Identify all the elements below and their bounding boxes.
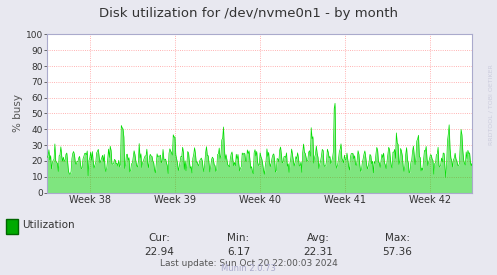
Text: Cur:: Cur: bbox=[148, 233, 170, 243]
Text: Last update: Sun Oct 20 22:00:03 2024: Last update: Sun Oct 20 22:00:03 2024 bbox=[160, 259, 337, 268]
Y-axis label: % busy: % busy bbox=[13, 94, 23, 133]
Text: Avg:: Avg: bbox=[307, 233, 330, 243]
Text: RRDTOOL / TOBI OETIKER: RRDTOOL / TOBI OETIKER bbox=[488, 64, 493, 145]
Text: 6.17: 6.17 bbox=[227, 247, 250, 257]
Text: 57.36: 57.36 bbox=[383, 247, 413, 257]
Text: Max:: Max: bbox=[385, 233, 410, 243]
Text: Utilization: Utilization bbox=[22, 221, 75, 230]
Text: Munin 2.0.73: Munin 2.0.73 bbox=[221, 264, 276, 273]
Text: 22.94: 22.94 bbox=[144, 247, 174, 257]
Text: Min:: Min: bbox=[228, 233, 249, 243]
Text: 22.31: 22.31 bbox=[303, 247, 333, 257]
Text: Disk utilization for /dev/nvme0n1 - by month: Disk utilization for /dev/nvme0n1 - by m… bbox=[99, 7, 398, 20]
